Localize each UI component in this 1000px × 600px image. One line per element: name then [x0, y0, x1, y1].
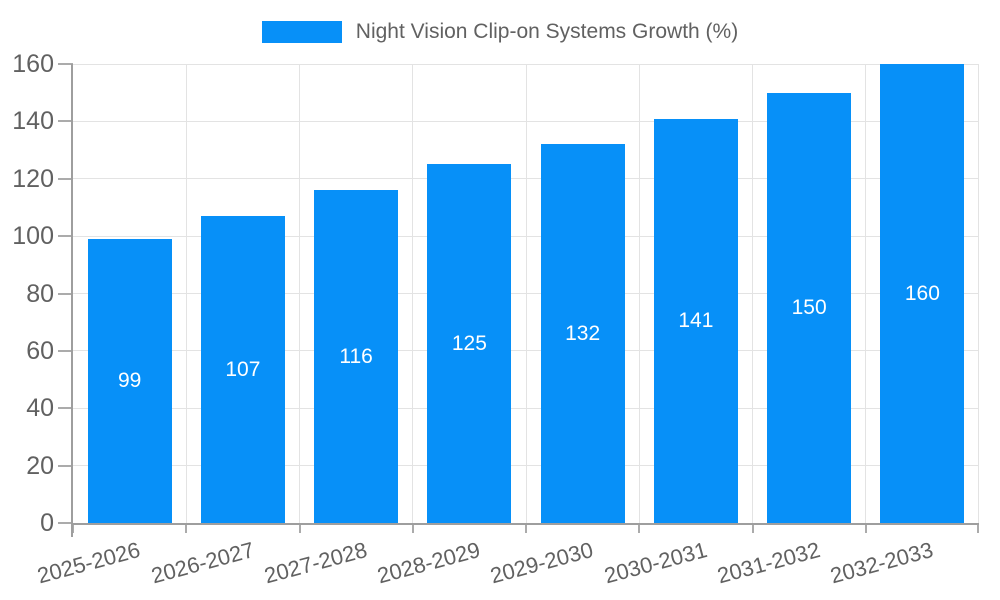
bar-2032-2033[interactable] — [880, 64, 965, 523]
x-tick-label: 2027-2028 — [261, 537, 370, 589]
y-tick-label: 0 — [40, 509, 54, 537]
x-gridline — [752, 64, 753, 523]
x-tick — [185, 523, 188, 533]
y-tick — [58, 522, 73, 524]
bar-value-label: 116 — [339, 344, 373, 368]
y-tick-label: 160 — [12, 50, 54, 78]
bar-value-label: 150 — [791, 295, 827, 319]
y-tick — [58, 407, 73, 410]
y-tick — [58, 63, 73, 65]
bar-2025-2026[interactable] — [87, 238, 172, 523]
y-tick — [58, 120, 73, 123]
y-tick — [58, 292, 73, 295]
x-tick — [525, 523, 527, 533]
x-tick-label: 2028-2029 — [374, 537, 483, 589]
bar-2031-2032[interactable] — [767, 92, 852, 523]
x-gridline — [525, 64, 527, 523]
bar-value-label: 99 — [117, 368, 142, 392]
x-tick-label: 2031-2032 — [714, 537, 823, 589]
bar-value-label: 160 — [904, 281, 940, 305]
x-tick — [977, 523, 979, 533]
y-axis-line — [71, 64, 73, 537]
legend-label: Night Vision Clip-on Systems Growth (%) — [355, 20, 739, 43]
legend-item-series[interactable]: Night Vision Clip-on Systems Growth (%) — [261, 20, 739, 44]
x-tick-label: 2030-2031 — [601, 537, 710, 589]
x-tick — [411, 523, 414, 533]
bar-2026-2027[interactable] — [200, 216, 285, 523]
y-tick — [58, 464, 73, 467]
y-tick-label: 120 — [12, 164, 54, 193]
x-tick — [751, 523, 754, 533]
bar-value-label: 125 — [451, 331, 487, 355]
x-gridline — [977, 64, 979, 523]
bar-value-label: 141 — [678, 308, 714, 332]
x-tick-label: 2029-2030 — [487, 537, 597, 589]
x-gridline — [412, 64, 414, 523]
x-tick — [638, 523, 641, 533]
bar-value-label: 107 — [225, 357, 261, 381]
x-tick — [864, 523, 867, 533]
y-tick — [58, 177, 73, 180]
bar-value-label: 132 — [565, 321, 601, 345]
bar-2027-2028[interactable] — [314, 190, 399, 523]
legend-swatch — [261, 21, 342, 43]
bar-2029-2030[interactable] — [540, 144, 625, 523]
y-tick-label: 40 — [26, 394, 54, 423]
x-gridline — [865, 64, 867, 523]
chart-legend: Night Vision Clip-on Systems Growth (%) — [0, 20, 1000, 44]
bar-2030-2031[interactable] — [653, 118, 738, 523]
x-tick-label: 2025-2026 — [34, 537, 144, 589]
x-tick-label: 2026-2027 — [148, 537, 257, 589]
y-tick-label: 100 — [12, 222, 54, 251]
bar-2028-2029[interactable] — [427, 164, 512, 523]
y-tick — [58, 235, 73, 238]
y-tick-label: 80 — [26, 279, 54, 308]
x-tick — [72, 523, 74, 533]
x-axis-line — [71, 523, 979, 525]
y-tick-label: 60 — [26, 336, 54, 365]
y-tick-label: 140 — [12, 107, 54, 136]
y-tick-label: 20 — [26, 451, 54, 480]
x-gridline — [185, 64, 187, 523]
x-gridline — [299, 64, 300, 523]
x-tick — [298, 523, 301, 533]
y-tick — [58, 349, 73, 352]
x-tick-label: 2032-2033 — [827, 537, 936, 589]
x-gridline — [638, 64, 640, 523]
plot-area: 0 20 40 60 80 100 120 140 160 99 2025-2026 107 2026-… — [12, 50, 979, 588]
